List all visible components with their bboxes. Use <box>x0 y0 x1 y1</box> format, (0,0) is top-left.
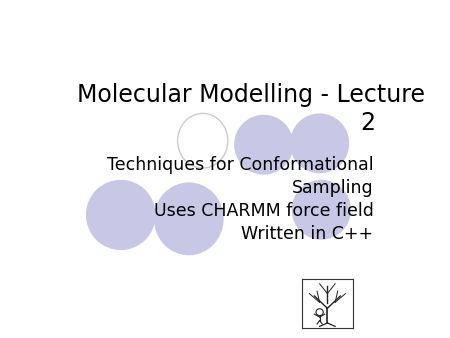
Ellipse shape <box>154 183 224 255</box>
Text: Molecular Modelling - Lecture: Molecular Modelling - Lecture <box>77 83 425 107</box>
Ellipse shape <box>178 114 228 168</box>
Text: 2: 2 <box>360 111 375 135</box>
Ellipse shape <box>290 114 349 173</box>
Ellipse shape <box>86 180 156 250</box>
Text: Uses CHARMM force field: Uses CHARMM force field <box>154 202 374 220</box>
Text: Sampling: Sampling <box>292 178 374 197</box>
Text: Written in C++: Written in C++ <box>242 225 374 243</box>
Ellipse shape <box>292 180 351 240</box>
Text: Techniques for Conformational: Techniques for Conformational <box>107 156 374 174</box>
Ellipse shape <box>234 115 293 175</box>
